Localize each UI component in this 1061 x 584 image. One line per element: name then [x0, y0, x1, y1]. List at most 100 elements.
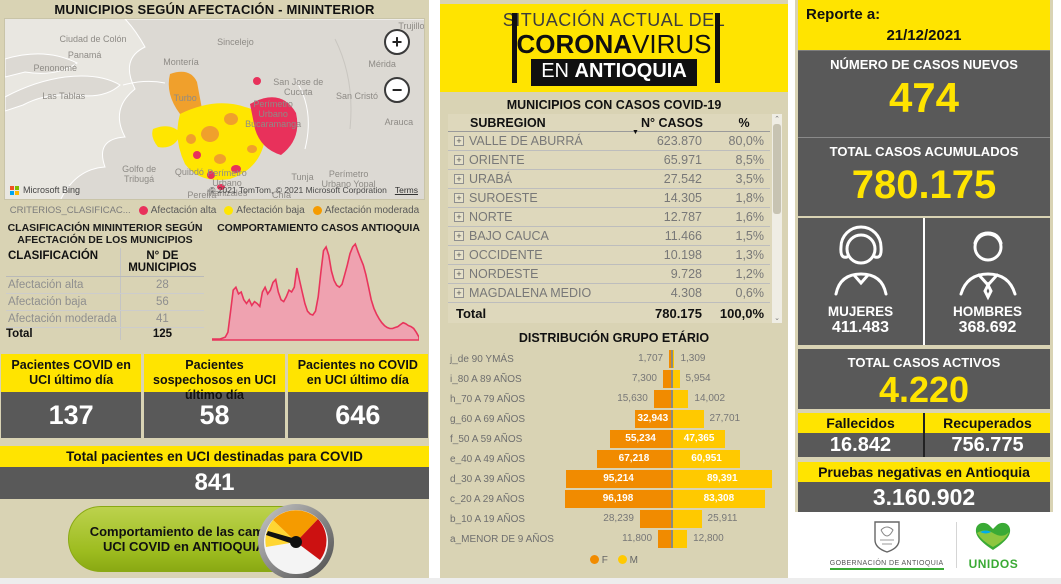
- age-group-label: f_50 A 59 AÑOS: [450, 433, 523, 445]
- female-bar[interactable]: [663, 370, 671, 388]
- pyramid-row[interactable]: d_30 A 39 AÑOS 95,214 89,391: [450, 469, 786, 489]
- uci-suspect-card[interactable]: Pacientes sospechosos en UCI último día …: [144, 354, 285, 438]
- expand-row-icon[interactable]: +: [454, 288, 464, 298]
- pyramid-row[interactable]: f_50 A 59 AÑOS 55,234 47,365: [450, 429, 786, 449]
- subregion-row[interactable]: + ORIENTE 65.971 8,5%: [448, 151, 770, 170]
- header-ncasos[interactable]: N° CASOS ▼: [626, 116, 718, 136]
- male-bar-value: 89,391: [706, 473, 738, 484]
- map-region-uraba-orange[interactable]: [168, 71, 202, 116]
- map-place-label: Chía: [272, 190, 292, 200]
- header-subregion[interactable]: SUBREGION: [470, 116, 546, 130]
- pyramid-row[interactable]: i_80 A 89 AÑOS 7,300 5,954: [450, 369, 786, 389]
- subregion-row[interactable]: + NORDESTE 9.728 1,2%: [448, 265, 770, 284]
- female-bar[interactable]: [596, 450, 671, 468]
- female-bar[interactable]: [634, 410, 671, 428]
- bottom-edge: [0, 578, 1061, 584]
- subregion-name: NORTE: [469, 210, 513, 224]
- female-bar-value: 28,239: [603, 513, 634, 524]
- expand-row-icon[interactable]: +: [454, 212, 464, 222]
- report-date: 21/12/2021: [886, 27, 962, 44]
- subregion-table[interactable]: SUBREGION N° CASOS ▼ % + VALLE DE ABURRÁ 62…: [448, 114, 782, 323]
- subregion-name: ORIENTE: [469, 153, 525, 167]
- sort-desc-icon[interactable]: ▼: [632, 129, 639, 136]
- cases-area-chart[interactable]: [212, 236, 419, 342]
- map-zoom-out-button[interactable]: −: [384, 77, 410, 103]
- female-bar[interactable]: [566, 470, 671, 488]
- subregion-cases: 10.198: [663, 248, 702, 262]
- male-bar[interactable]: [673, 470, 772, 488]
- classification-row[interactable]: Afectación moderada 41: [6, 311, 204, 328]
- classification-row[interactable]: Afectación baja 56: [6, 294, 204, 311]
- male-bar[interactable]: [673, 490, 765, 508]
- classification-col2[interactable]: N° DE MUNICIPIOS: [128, 250, 197, 274]
- classification-row[interactable]: Afectación alta 28: [6, 277, 204, 294]
- pyramid-row[interactable]: e_40 A 49 AÑOS 67,218 60,951: [450, 449, 786, 469]
- expand-row-icon[interactable]: +: [454, 155, 464, 165]
- male-bar[interactable]: [673, 350, 675, 368]
- gauge-icon[interactable]: [256, 502, 336, 582]
- uci-noncovid-card[interactable]: Pacientes no COVID en UCI último día 646: [287, 354, 428, 438]
- male-bar[interactable]: [673, 450, 741, 468]
- scroll-down-icon[interactable]: ⌄: [774, 315, 780, 322]
- banner-antioquia: ANTIOQUIA: [574, 60, 687, 82]
- male-bar[interactable]: [673, 530, 688, 548]
- subregion-percent: 8,5%: [735, 153, 765, 167]
- male-bar[interactable]: [673, 430, 726, 448]
- female-bar[interactable]: [653, 390, 671, 408]
- subregion-cell: + NORDESTE: [448, 267, 626, 281]
- expand-row-icon[interactable]: +: [454, 250, 464, 260]
- table-scrollbar[interactable]: ⌃ ⌄: [772, 114, 782, 323]
- female-bar[interactable]: [639, 510, 671, 528]
- male-bar-zone: 89,391: [671, 470, 779, 488]
- pyramid-row[interactable]: c_20 A 29 AÑOS 96,198 83,308: [450, 489, 786, 509]
- map-canvas[interactable]: [5, 19, 425, 200]
- map-region-red-cluster[interactable]: [250, 97, 298, 155]
- male-bar[interactable]: [673, 410, 704, 428]
- pyramid-row[interactable]: h_70 A 79 AÑOS 15,630 14,002: [450, 389, 786, 409]
- terms-link[interactable]: Terms: [394, 185, 418, 195]
- male-bar[interactable]: [673, 390, 689, 408]
- subregion-row[interactable]: + OCCIDENTE 10.198 1,3%: [448, 246, 770, 265]
- female-bar[interactable]: [610, 430, 671, 448]
- map-region-yellow-cluster[interactable]: [177, 103, 267, 180]
- pyramid-row[interactable]: j_de 90 YMÁS 1,707 1,309: [450, 349, 786, 369]
- classification-header: CLASIFICACIÓN N° DE MUNICIPIOS: [6, 248, 204, 277]
- map-labels: Ciudad de Colón Panamá Penonomé Las Tablas S…: [5, 19, 424, 199]
- female-bar[interactable]: [658, 530, 671, 548]
- affectation-map[interactable]: Ciudad de Colón Panamá Penonomé Las Tablas S…: [4, 18, 425, 200]
- subregion-name: SUROESTE: [469, 191, 538, 205]
- male-bar-zone: 1,309: [671, 350, 779, 368]
- expand-row-icon[interactable]: +: [454, 269, 464, 279]
- subregion-cell: + MAGDALENA MEDIO: [448, 286, 626, 300]
- expand-row-icon[interactable]: +: [454, 136, 464, 146]
- expand-row-icon[interactable]: +: [454, 193, 464, 203]
- subregion-row[interactable]: + VALLE DE ABURRÁ 623.870 80,0%: [448, 132, 770, 151]
- pyramid-row[interactable]: b_10 A 19 AÑOS 28,239 25,911: [450, 509, 786, 529]
- uci-covid-card[interactable]: Pacientes COVID en UCI último día 137: [1, 354, 142, 438]
- new-cases-box: NÚMERO DE CASOS NUEVOS 474: [798, 50, 1050, 137]
- map-legend: CRITERIOS_CLASIFICAC... Afectación alta …: [0, 202, 429, 218]
- female-bar[interactable]: [565, 490, 671, 508]
- subregion-row[interactable]: + SUROESTE 14.305 1,8%: [448, 189, 770, 208]
- expand-row-icon[interactable]: +: [454, 231, 464, 241]
- female-bar-zone: 67,218: [563, 450, 671, 468]
- scrollbar-thumb[interactable]: [773, 124, 781, 214]
- pyramid-row[interactable]: a_MENOR DE 9 AÑOS 11,800 12,800: [450, 529, 786, 549]
- age-pyramid-chart[interactable]: j_de 90 YMÁS 1,707 1,309 i_80 A 89 AÑOS 7,30…: [450, 349, 786, 549]
- male-bar[interactable]: [673, 510, 702, 528]
- pyramid-row[interactable]: g_60 A 69 AÑOS 32,943 27,701: [450, 409, 786, 429]
- scroll-up-icon[interactable]: ⌃: [774, 116, 780, 123]
- uci-suspect-title: Pacientes sospechosos en UCI último día: [144, 354, 285, 402]
- subregion-cases: 65.971: [663, 153, 702, 167]
- female-bar[interactable]: [669, 350, 671, 368]
- subregion-row[interactable]: + NORTE 12.787 1,6%: [448, 208, 770, 227]
- expand-row-icon[interactable]: +: [454, 174, 464, 184]
- subregion-row[interactable]: + BAJO CAUCA 11.466 1,5%: [448, 227, 770, 246]
- header-percent[interactable]: %: [738, 116, 750, 130]
- new-cases-value: 474: [888, 74, 960, 121]
- male-bar[interactable]: [673, 370, 680, 388]
- map-zoom-in-button[interactable]: +: [384, 29, 410, 55]
- subregion-row[interactable]: + URABÁ 27.542 3,5%: [448, 170, 770, 189]
- subregion-row[interactable]: + MAGDALENA MEDIO 4.308 0,6%: [448, 284, 770, 303]
- classification-col1[interactable]: CLASIFICACIÓN: [6, 248, 121, 276]
